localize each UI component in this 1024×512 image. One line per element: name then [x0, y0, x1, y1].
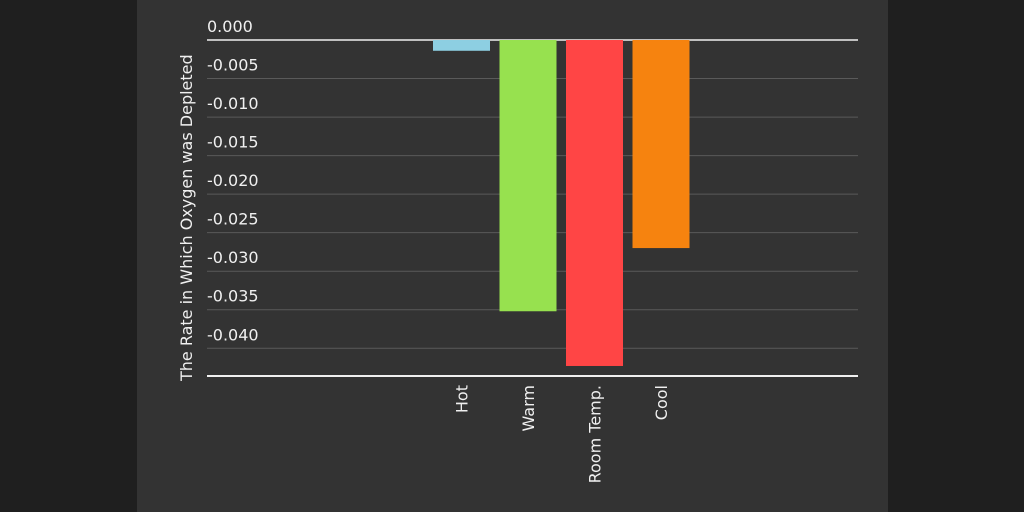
x-tick-label: Hot: [453, 385, 472, 413]
y-tick-label: -0.025: [207, 210, 259, 229]
bar: [632, 40, 690, 249]
y-tick-label: -0.005: [207, 56, 259, 75]
y-tick-label: -0.010: [207, 94, 259, 113]
x-tick-label: Cool: [652, 385, 671, 420]
bar: [433, 40, 490, 51]
x-tick-label: Warm: [519, 385, 538, 431]
bar: [499, 40, 557, 312]
y-tick-label: -0.015: [207, 133, 259, 152]
y-tick-label: 0.000: [207, 17, 253, 36]
y-label-clip: The Rate in Which Oxygen was Depleted: [177, 54, 196, 382]
bar: [566, 40, 623, 366]
y-axis-label: The Rate in Which Oxygen was Depleted: [177, 54, 196, 382]
y-tick-label: -0.020: [207, 171, 259, 190]
y-tick-label: -0.030: [207, 248, 259, 267]
y-tick-label: -0.035: [207, 287, 259, 306]
x-tick-label: Room Temp.: [586, 385, 605, 483]
y-tick-label: -0.040: [207, 325, 259, 344]
